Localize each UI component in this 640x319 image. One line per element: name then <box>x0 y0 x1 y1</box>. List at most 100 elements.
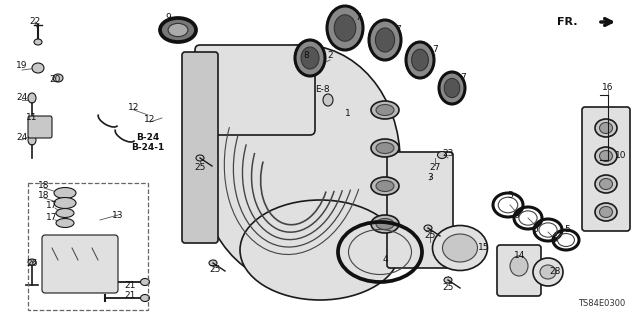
Text: 7: 7 <box>432 46 438 55</box>
Text: 23: 23 <box>442 149 454 158</box>
Text: 21: 21 <box>124 280 136 290</box>
Ellipse shape <box>160 18 196 42</box>
Ellipse shape <box>56 209 74 218</box>
Text: 14: 14 <box>515 250 525 259</box>
Ellipse shape <box>54 188 76 198</box>
Text: 5: 5 <box>564 226 570 234</box>
Ellipse shape <box>595 203 617 221</box>
Ellipse shape <box>376 105 394 115</box>
Text: 15: 15 <box>478 243 490 253</box>
Ellipse shape <box>600 206 612 218</box>
Text: 5: 5 <box>507 190 513 199</box>
Ellipse shape <box>444 78 460 98</box>
Text: 6: 6 <box>532 226 538 234</box>
Text: 22: 22 <box>29 18 40 26</box>
Text: 7: 7 <box>460 73 466 83</box>
Ellipse shape <box>34 39 42 45</box>
FancyBboxPatch shape <box>582 107 630 231</box>
Ellipse shape <box>376 143 394 153</box>
Ellipse shape <box>53 74 63 82</box>
Text: 7: 7 <box>355 13 361 23</box>
Ellipse shape <box>600 179 612 189</box>
Ellipse shape <box>209 260 217 266</box>
Text: 21: 21 <box>124 291 136 300</box>
Text: 7: 7 <box>395 26 401 34</box>
Ellipse shape <box>595 175 617 193</box>
Ellipse shape <box>595 119 617 137</box>
Text: 25: 25 <box>424 231 436 240</box>
FancyBboxPatch shape <box>497 245 541 296</box>
FancyBboxPatch shape <box>28 116 52 138</box>
Ellipse shape <box>56 219 74 227</box>
Text: 25: 25 <box>195 164 205 173</box>
Ellipse shape <box>600 122 612 133</box>
Text: TS84E0300: TS84E0300 <box>578 299 625 308</box>
Text: 24: 24 <box>17 93 28 102</box>
Bar <box>28 183 148 310</box>
Text: B-24: B-24 <box>136 133 159 143</box>
Ellipse shape <box>438 152 447 159</box>
Text: 16: 16 <box>602 84 614 93</box>
Text: 25: 25 <box>442 284 454 293</box>
Text: 12: 12 <box>144 115 156 124</box>
Ellipse shape <box>412 49 428 71</box>
FancyBboxPatch shape <box>387 152 453 268</box>
Ellipse shape <box>240 200 400 300</box>
Ellipse shape <box>533 258 563 286</box>
Text: 2: 2 <box>327 50 333 60</box>
Text: 18: 18 <box>38 181 50 189</box>
Ellipse shape <box>369 20 401 60</box>
Ellipse shape <box>600 151 612 161</box>
Ellipse shape <box>28 135 36 145</box>
Text: FR.: FR. <box>557 17 577 27</box>
Text: 3: 3 <box>427 174 433 182</box>
Text: 26: 26 <box>26 258 38 268</box>
Ellipse shape <box>371 177 399 195</box>
FancyBboxPatch shape <box>182 52 218 243</box>
Ellipse shape <box>371 215 399 233</box>
Ellipse shape <box>442 234 477 262</box>
Ellipse shape <box>54 197 76 209</box>
Ellipse shape <box>28 259 36 265</box>
Text: 6: 6 <box>513 211 519 219</box>
Text: 11: 11 <box>26 114 38 122</box>
Text: 6: 6 <box>551 235 557 244</box>
Text: 8: 8 <box>303 50 309 60</box>
Text: 25: 25 <box>209 265 221 275</box>
Ellipse shape <box>168 23 188 37</box>
Ellipse shape <box>376 219 394 229</box>
Ellipse shape <box>376 28 395 52</box>
Text: 18: 18 <box>38 190 50 199</box>
Ellipse shape <box>196 155 204 161</box>
Ellipse shape <box>295 40 325 76</box>
Text: 28: 28 <box>549 268 561 277</box>
Text: 13: 13 <box>112 211 124 219</box>
Ellipse shape <box>424 225 432 231</box>
Text: 4: 4 <box>382 256 388 264</box>
FancyBboxPatch shape <box>195 45 315 135</box>
Text: 17: 17 <box>46 201 58 210</box>
Text: 9: 9 <box>165 13 171 23</box>
Ellipse shape <box>444 277 452 283</box>
Ellipse shape <box>595 147 617 165</box>
Ellipse shape <box>200 45 400 285</box>
Ellipse shape <box>28 93 36 103</box>
Ellipse shape <box>371 139 399 157</box>
Text: 20: 20 <box>49 76 61 85</box>
Ellipse shape <box>323 94 333 106</box>
Ellipse shape <box>540 265 556 279</box>
Ellipse shape <box>371 101 399 119</box>
Text: 17: 17 <box>46 213 58 222</box>
Ellipse shape <box>32 63 44 73</box>
Ellipse shape <box>376 181 394 191</box>
Ellipse shape <box>141 278 150 286</box>
Text: 12: 12 <box>128 103 140 113</box>
Ellipse shape <box>334 15 356 41</box>
Text: 19: 19 <box>16 61 28 70</box>
Text: B-24-1: B-24-1 <box>131 144 164 152</box>
Ellipse shape <box>406 42 434 78</box>
Text: 10: 10 <box>615 151 627 160</box>
FancyBboxPatch shape <box>42 235 118 293</box>
Text: E-8: E-8 <box>315 85 330 94</box>
Ellipse shape <box>439 72 465 104</box>
